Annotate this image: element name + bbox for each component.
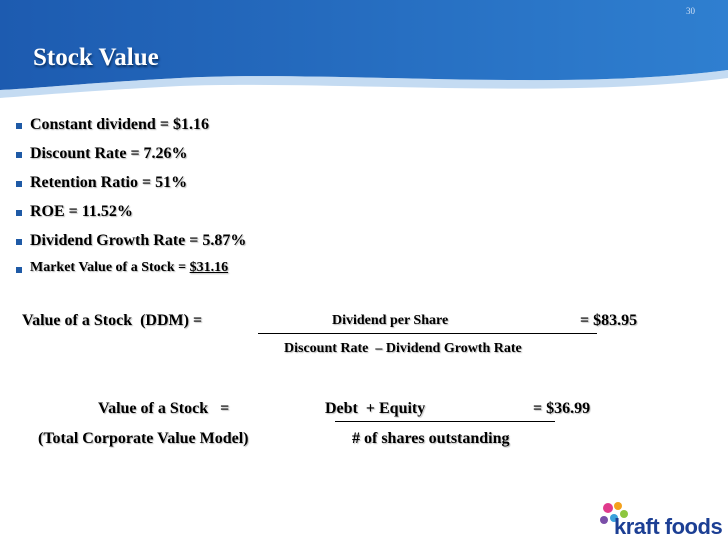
denominator: # of shares outstanding: [352, 430, 510, 447]
bullet-text: ROE = 11.52%: [30, 203, 133, 221]
bullet-text: Dividend Growth Rate = 5.87%: [30, 232, 246, 250]
formula-left: Value of a Stock =: [98, 400, 230, 417]
bullet-marker: [16, 181, 22, 187]
result: = $36.99: [533, 400, 591, 417]
bullet-label: Retention Ratio = 51%: [30, 174, 188, 191]
bullet-text: Retention Ratio = 51%: [30, 174, 187, 192]
numerator: Debt + Equity: [325, 400, 426, 417]
fraction-line: [258, 333, 597, 334]
bullet-marker: [16, 267, 22, 273]
slide-number: 30: [686, 6, 695, 16]
bullet-value: $31.16: [189, 260, 229, 275]
bullet-marker: [16, 152, 22, 158]
denominator: Discount Rate – Dividend Growth Rate: [284, 341, 522, 356]
formula-left: Value of a Stock (DDM) =: [22, 312, 203, 329]
bullet-text: Market Value of a Stock = $31.16: [30, 260, 228, 276]
bullet-marker: [16, 239, 22, 245]
bullet-label: Constant dividend = $1.16: [30, 116, 209, 133]
formula-left-sub: (Total Corporate Value Model): [38, 430, 249, 447]
bullet-label: Market Value of a Stock =: [30, 260, 190, 275]
bullet-label: ROE = 11.52%: [30, 203, 133, 220]
logo-mark: [600, 502, 628, 524]
bullet-text: Discount Rate = 7.26%: [30, 145, 188, 163]
slide-title: Stock Value: [33, 44, 159, 71]
logo-text: kraft foods: [614, 514, 723, 539]
header-band: [0, 0, 728, 98]
numerator: Dividend per Share: [332, 313, 449, 328]
fraction-line: [335, 421, 555, 422]
bullet-text: Constant dividend = $1.16: [30, 116, 209, 134]
bullet-label: Discount Rate = 7.26%: [30, 145, 188, 162]
bullet-label: Dividend Growth Rate = 5.87%: [30, 232, 247, 249]
bullet-marker: [16, 123, 22, 129]
bullet-marker: [16, 210, 22, 216]
result: = $83.95: [580, 312, 638, 329]
